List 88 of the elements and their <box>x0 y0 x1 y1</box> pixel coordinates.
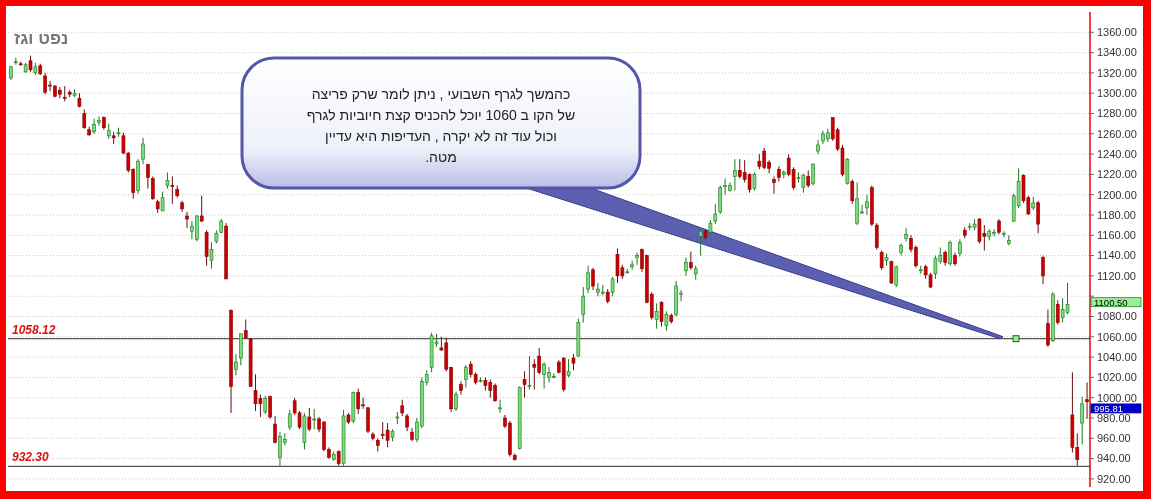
candlestick <box>904 227 908 242</box>
y-tick-label: 1040.00 <box>1097 350 1137 363</box>
candlestick <box>273 415 277 444</box>
candlestick <box>170 175 175 205</box>
candlestick <box>635 252 639 266</box>
candlestick <box>811 162 815 187</box>
y-tick-label: 1020.00 <box>1097 371 1137 384</box>
y-tick-label: 1160.00 <box>1097 229 1136 242</box>
y-tick-label: 940.00 <box>1097 452 1131 465</box>
candlestick <box>464 364 468 389</box>
y-tick-label: 1060.00 <box>1097 330 1137 343</box>
candlestick <box>1080 396 1084 445</box>
y-tick-label: 1120.00 <box>1097 269 1136 282</box>
candlestick <box>185 211 189 229</box>
y-tick-label: 1200.00 <box>1097 188 1137 201</box>
candlestick <box>977 217 982 244</box>
y-tick-label: 1280.00 <box>1097 107 1137 120</box>
candlestick <box>356 388 361 415</box>
candlestick <box>586 265 590 294</box>
candlestick <box>689 251 693 271</box>
candlestick <box>1041 255 1045 285</box>
ref-line-label: 932.30 <box>12 450 50 465</box>
candlestick <box>1046 308 1050 348</box>
text: נפט וגז <box>14 29 69 48</box>
y-tick-label: 1300.00 <box>1097 87 1137 100</box>
candlestick <box>581 286 586 324</box>
candlestick <box>752 171 757 192</box>
candlestick <box>92 118 96 135</box>
candlestick <box>879 250 884 271</box>
candlestick <box>209 241 214 270</box>
candlestick <box>1085 381 1089 420</box>
candlestick <box>747 172 752 194</box>
ref-line-label: 1058.12 <box>12 322 56 337</box>
candlestick <box>566 358 571 378</box>
candlestick <box>199 195 204 223</box>
candlestick <box>160 191 165 212</box>
candlestick <box>522 370 527 399</box>
candlestick <box>287 409 292 431</box>
candlestick <box>654 302 659 330</box>
candlestick <box>698 229 703 257</box>
candlestick <box>459 380 463 396</box>
candlestick <box>713 203 718 225</box>
candlestick <box>263 395 268 415</box>
y-tick-label: 960.00 <box>1097 432 1131 445</box>
candlestick <box>141 137 145 165</box>
candlestick <box>1036 200 1040 234</box>
candlestick <box>243 319 248 340</box>
candlestick <box>684 257 688 277</box>
candlestick <box>234 353 238 376</box>
y-tick-label: 1080.00 <box>1097 310 1137 323</box>
candlestick <box>150 175 155 201</box>
candlestick <box>1002 230 1006 238</box>
y-tick-label: 1000.00 <box>1097 391 1137 404</box>
candlestick <box>527 355 532 391</box>
candlestick <box>664 310 669 332</box>
candlestick <box>850 178 855 205</box>
candlestick <box>772 175 776 195</box>
candlestick <box>146 163 150 190</box>
candlestick <box>948 239 952 267</box>
y-tick-label: 980.00 <box>1097 411 1131 424</box>
candlestick <box>498 399 502 414</box>
candlestick <box>312 408 317 430</box>
candlestick <box>307 407 312 432</box>
y-tick-label: 1360.00 <box>1097 26 1137 39</box>
text: 1100.50 <box>1094 296 1128 308</box>
y-tick-label: 1140.00 <box>1097 249 1136 262</box>
candlestick <box>591 267 595 291</box>
candlestick <box>933 255 938 280</box>
candlestick <box>659 300 664 328</box>
candlestick <box>865 194 869 216</box>
y-tick-label: 1340.00 <box>1097 46 1137 59</box>
candlestick <box>97 116 101 127</box>
y-tick-label: 1260.00 <box>1097 127 1137 140</box>
candlestick <box>532 358 537 391</box>
candlestick <box>385 422 390 448</box>
candlestick <box>454 391 458 412</box>
annotation: כהמשך לגרף השבועי , ניתן לומר שרק פריצה של הקו ב 1060 יוכל להכניס קצת חיוביות לגרף וכול עוד זה לא יקרה , העדיפות היא עדיין מטה. <box>306 86 576 165</box>
candlestick <box>1055 299 1060 326</box>
candlestick <box>610 276 615 297</box>
candlestick <box>366 406 370 434</box>
text: 995.81 <box>1094 402 1124 414</box>
y-tick-label: 1320.00 <box>1097 66 1137 79</box>
candlestick <box>82 108 87 130</box>
y-tick-label: 1220.00 <box>1097 168 1137 181</box>
y-tick-label: 1180.00 <box>1097 208 1136 221</box>
y-tick-label: 920.00 <box>1097 472 1131 485</box>
y-tick-label: 1240.00 <box>1097 147 1137 160</box>
candlestick <box>733 158 737 192</box>
